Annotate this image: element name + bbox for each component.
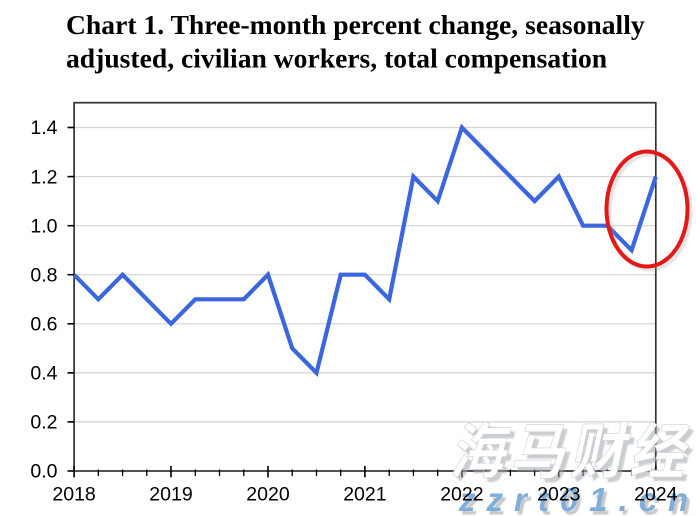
svg-text:0.2: 0.2 (30, 412, 57, 434)
svg-text:2021: 2021 (343, 484, 386, 506)
svg-text:0.8: 0.8 (30, 264, 57, 286)
svg-text:0.4: 0.4 (30, 363, 57, 385)
svg-text:1.4: 1.4 (30, 117, 57, 139)
svg-text:2023: 2023 (537, 484, 580, 506)
svg-text:zzrt01.cn: zzrt01.cn (461, 485, 696, 516)
svg-text:adjusted, civilian workers, to: adjusted, civilian workers, total compen… (66, 43, 607, 74)
svg-text:2024: 2024 (634, 484, 678, 506)
svg-text:zzrt01.cn: zzrt01.cn (458, 481, 696, 516)
svg-text:0.6: 0.6 (30, 314, 57, 336)
svg-text:2019: 2019 (149, 484, 192, 506)
svg-text:Chart 1. Three-month percent c: Chart 1. Three-month percent change, sea… (66, 9, 645, 40)
svg-text:2022: 2022 (440, 484, 483, 506)
svg-text:2018: 2018 (52, 484, 95, 506)
svg-text:1.2: 1.2 (30, 166, 57, 188)
svg-text:2020: 2020 (246, 484, 290, 506)
svg-text:1.0: 1.0 (30, 215, 57, 237)
svg-text:0.0: 0.0 (30, 461, 57, 483)
